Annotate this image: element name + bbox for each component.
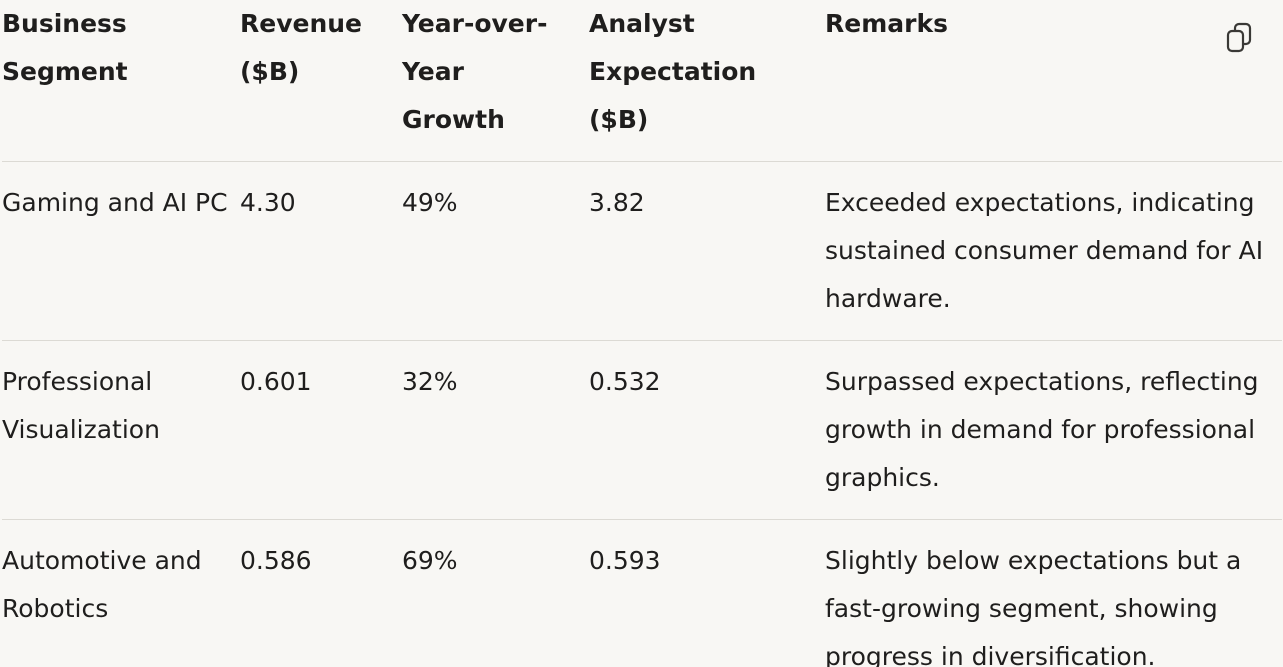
header-remarks: Remarks bbox=[825, 0, 1282, 162]
cell-expectation: 0.532 bbox=[589, 340, 825, 520]
cell-remarks: Slightly below expectations but a fast-g… bbox=[825, 546, 1242, 667]
cell-revenue: 0.586 bbox=[240, 546, 312, 575]
cell-remarks: Exceeded expectations, indicating sustai… bbox=[825, 161, 1282, 341]
cell-growth: 69% bbox=[402, 546, 458, 575]
cell-expectation: 3.82 bbox=[589, 161, 825, 341]
table-header-row: Business Segment Revenue ($B) Year-over-… bbox=[2, 0, 1282, 162]
cell-segment: Gaming and AI PC bbox=[2, 161, 240, 341]
table-row: Professional Visualization 0.601 32% 0.5… bbox=[2, 340, 1282, 520]
cell-revenue: 0.601 bbox=[240, 340, 402, 520]
cell-segment: Automotive and Robotics bbox=[2, 546, 202, 623]
header-analyst-expectation: Analyst Expectation ($B) bbox=[589, 0, 825, 162]
cell-expectation: 0.593 bbox=[589, 546, 661, 575]
cell-segment: Professional Visualization bbox=[2, 340, 240, 520]
table-row: Automotive and Robotics 0.586 69% 0.593 … bbox=[2, 520, 1282, 667]
table-row: Gaming and AI PC 4.30 49% 3.82 Exceeded … bbox=[2, 161, 1282, 341]
cell-growth: 49% bbox=[402, 161, 589, 341]
cell-remarks: Surpassed expectations, reflecting growt… bbox=[825, 340, 1282, 520]
cell-growth: 32% bbox=[402, 340, 589, 520]
cell-revenue: 4.30 bbox=[240, 161, 402, 341]
header-revenue: Revenue ($B) bbox=[240, 0, 402, 162]
header-business-segment: Business Segment bbox=[2, 0, 240, 162]
header-yoy-growth: Year-over- Year Growth bbox=[402, 0, 589, 162]
